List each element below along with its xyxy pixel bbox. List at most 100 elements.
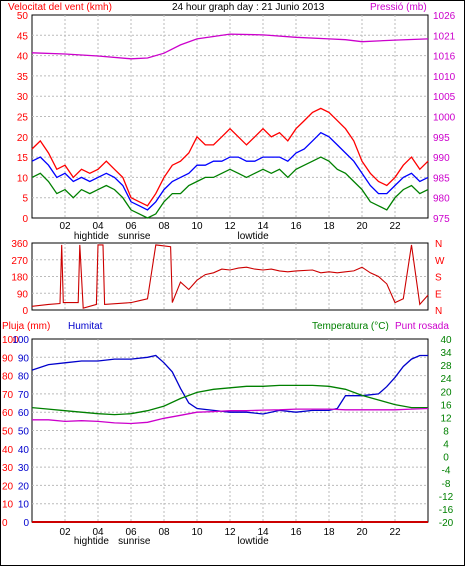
humidity-tick-label: 20: [18, 481, 30, 492]
pressure-tick-label: 1016: [433, 52, 456, 63]
temperature-tick-label: -12: [439, 492, 454, 503]
wind-speed-tick-label: 15: [17, 153, 29, 164]
rain-tick-label: 90: [2, 353, 14, 364]
compass-point-tick-label: E: [435, 289, 442, 300]
wind-speed-tick-label: 20: [17, 133, 29, 144]
temperature-tick-label: 34: [440, 348, 452, 359]
temperature-tick-label: -16: [439, 505, 454, 516]
rain-tick-label: 100: [2, 335, 19, 346]
rain-tick-label: 0: [2, 518, 8, 529]
x-tick-label: 06: [125, 527, 137, 538]
series-line-min: [31, 156, 429, 219]
wind-speed-tick-label: 10: [17, 173, 29, 184]
x-tick-label: 12: [224, 221, 236, 232]
x-tick-label: 14: [257, 527, 269, 538]
wind-pressure-panel: 02 04 06 08 10 12 14 16 18 20 22 hightide sunrise low…: [17, 11, 456, 242]
wind-speed-tick-label: 35: [17, 72, 29, 83]
pressure-tick-label: 1010: [433, 72, 456, 83]
tide-sun-marker-label: hightide: [74, 231, 109, 242]
wind-speed-tick-label: 40: [17, 52, 29, 63]
humidity-tick-label: 80: [18, 372, 30, 383]
temperature-tick-label: 12: [440, 413, 452, 424]
x-tick-label: 16: [290, 527, 302, 538]
humidity-tick-label: 10: [18, 500, 30, 511]
x-tick-label: 18: [323, 527, 335, 538]
x-tick-label: 10: [191, 527, 203, 538]
series-line-dewpoint: [32, 407, 429, 425]
compass-point-tick-label: N: [435, 239, 442, 250]
rain-tick-label: 60: [2, 408, 14, 419]
x-tick-label: 18: [323, 221, 335, 232]
pressure-tick-label: 1026: [433, 11, 456, 22]
humidity-tick-label: 50: [18, 427, 30, 438]
tide-sun-marker-label: sunrise: [118, 231, 151, 242]
pressure-tick-label: 985: [433, 173, 450, 184]
temperature-tick-label: 4: [443, 440, 449, 451]
wind-speed-tick-label: 30: [17, 92, 29, 103]
x-tick-label: 22: [389, 221, 401, 232]
temperature-tick-label: 40: [440, 335, 452, 346]
direction-degree-tick-label: 90: [17, 289, 29, 300]
pressure-tick-label: 1005: [433, 92, 456, 103]
pressure-tick-label: 990: [433, 153, 450, 164]
x-tick-label: 10: [191, 221, 203, 232]
temperature-tick-label: 20: [440, 387, 452, 398]
pressure-tick-label: 1000: [433, 113, 456, 124]
x-tick-label: 20: [356, 527, 368, 538]
direction-degree-tick-label: 0: [22, 306, 28, 317]
pressure-tick-label: 980: [433, 194, 450, 205]
humidity-tick-label: 60: [18, 408, 30, 419]
x-tick-label: 22: [389, 527, 401, 538]
pressure-tick-label: 975: [433, 214, 450, 225]
tide-sun-marker-label: hightide: [74, 536, 109, 547]
humidity-tick-label: 100: [12, 335, 29, 346]
wind-speed-tick-label: 0: [22, 214, 28, 225]
tide-sun-marker-label: lowtide: [238, 231, 270, 242]
series-line-humidity: [31, 354, 428, 415]
humidity-tick-label: 90: [18, 353, 30, 364]
rain-tick-label: 50: [2, 427, 14, 438]
wind-speed-tick-label: 45: [17, 31, 29, 42]
rain-tick-label: 30: [2, 463, 14, 474]
x-tick-label: 08: [158, 221, 170, 232]
series-line-gust: [31, 107, 429, 207]
x-tick-label: 06: [125, 221, 137, 232]
temperature-tick-label: -20: [439, 518, 454, 529]
compass-point-tick-label: W: [435, 256, 445, 267]
wind-speed-tick-label: 50: [17, 11, 29, 22]
x-tick-label: 08: [158, 527, 170, 538]
humidity-tick-label: 40: [18, 445, 30, 456]
wind-speed-axis-title: Velocitat del vent (kmh): [8, 2, 112, 13]
temperature-tick-label: 16: [440, 400, 452, 411]
temperature-tick-label: 0: [443, 453, 449, 464]
compass-point-tick-label: S: [435, 273, 442, 284]
rain-tick-label: 40: [2, 445, 14, 456]
pressure-tick-label: 995: [433, 133, 450, 144]
rain-humidity-temperature-panel: Pluja (mm) Humitat Temperatura (°C) Punt ro…: [2, 321, 454, 547]
temperature-tick-label: 24: [440, 374, 452, 385]
direction-degree-tick-label: 360: [11, 239, 28, 250]
temperature-tick-label: -8: [442, 479, 451, 490]
tide-sun-marker-label: lowtide: [238, 536, 270, 547]
humidity-tick-label: 0: [23, 518, 29, 529]
tide-sun-marker-label: sunrise: [118, 536, 151, 547]
x-tick-label: 16: [290, 221, 302, 232]
rain-tick-label: 20: [2, 481, 14, 492]
series-line-direction: [31, 244, 429, 309]
humidity-tick-label: 70: [18, 390, 30, 401]
x-tick-label: 04: [92, 221, 104, 232]
dewpoint-axis-title: Punt rosada: [395, 321, 449, 332]
humidity-tick-label: 30: [18, 463, 30, 474]
compass-point-tick-label: N: [435, 306, 442, 317]
direction-degree-tick-label: 270: [11, 256, 28, 267]
humidity-axis-title: Humitat: [68, 321, 103, 332]
series-line-pressure: [31, 33, 429, 60]
pressure-tick-label: 1021: [433, 31, 456, 42]
series-line-temperature: [31, 384, 428, 416]
direction-degree-tick-label: 180: [11, 273, 28, 284]
temperature-axis-title: Temperatura (°C): [312, 321, 389, 332]
x-tick-label: 12: [224, 527, 236, 538]
x-tick-label: 20: [356, 221, 368, 232]
